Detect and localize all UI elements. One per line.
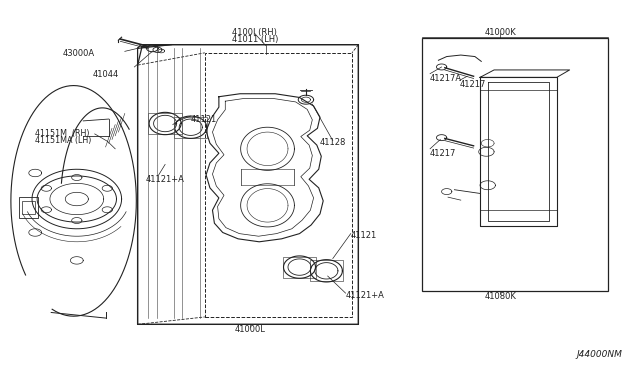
Bar [19, 197, 38, 218]
Text: 41121: 41121 [351, 231, 377, 240]
Bar [205, 53, 352, 317]
Text: 41217: 41217 [460, 80, 486, 89]
Bar [310, 260, 343, 281]
Text: 41011 (LH): 41011 (LH) [232, 35, 278, 44]
Text: 41000K: 41000K [484, 28, 516, 37]
Bar [283, 257, 316, 278]
Bar [174, 117, 207, 138]
Text: 41151MA (LH): 41151MA (LH) [35, 136, 92, 145]
Text: 41080K: 41080K [484, 292, 516, 301]
Text: 41217: 41217 [430, 149, 456, 158]
Text: 4100I (RH): 4100I (RH) [232, 28, 277, 37]
Text: 41217A: 41217A [430, 74, 462, 83]
Text: 43000A: 43000A [63, 49, 95, 58]
Text: 41128: 41128 [320, 138, 346, 147]
Bar [422, 38, 608, 291]
Text: 41151M  (RH): 41151M (RH) [35, 129, 90, 138]
Bar [22, 201, 35, 214]
Text: 41121+A: 41121+A [346, 291, 385, 300]
Text: J44000NM: J44000NM [576, 350, 622, 359]
Text: 41000L: 41000L [234, 325, 265, 334]
Bar [148, 113, 182, 134]
Text: 41044: 41044 [92, 70, 118, 79]
Text: 41121: 41121 [191, 115, 217, 124]
Text: 41121+A: 41121+A [146, 175, 185, 184]
